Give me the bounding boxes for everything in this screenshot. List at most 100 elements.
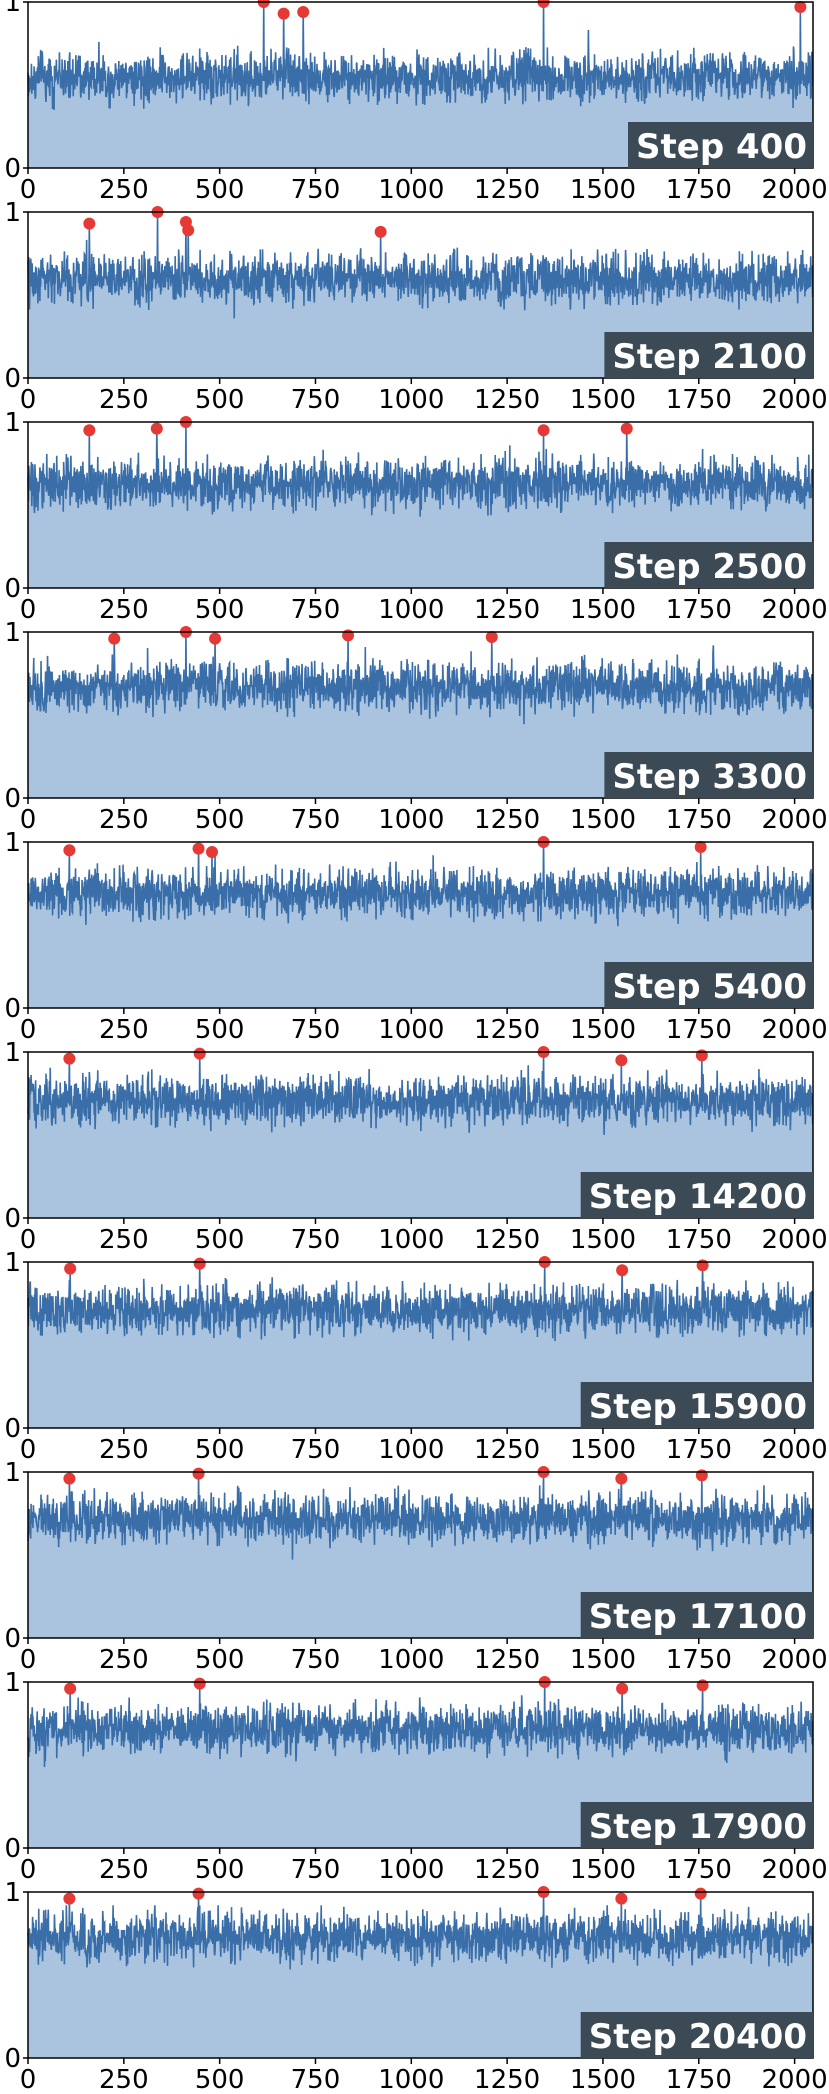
x-tick-label: 1000 [378,2065,444,2094]
peak-marker [616,1264,629,1277]
x-tick-label: 2000 [762,595,828,625]
peak-marker [696,1259,709,1272]
x-tick-label: 500 [195,175,245,205]
x-tick-label: 2000 [762,2065,828,2094]
series-line [27,841,814,927]
series-line [27,211,814,319]
plot-frame [27,421,814,589]
x-tick-label: 1000 [378,1645,444,1675]
x-tick-label: 1250 [474,1855,540,1885]
x-tick-label: 1750 [666,1225,732,1255]
x-tick-label: 750 [291,1645,341,1675]
x-tick-label: 750 [291,2065,341,2094]
series-line [27,1471,814,1560]
x-tick-label: 0 [20,175,37,205]
x-tick-label: 0 [20,595,37,625]
x-tick-label: 500 [195,1015,245,1045]
x-tick-label: 1500 [570,1225,636,1255]
x-tick-label: 2000 [762,175,828,205]
series-line [27,1261,814,1342]
x-tick-label: 250 [99,175,149,205]
step-label: Step 5400 [612,967,807,1007]
x-tick-label: 2000 [762,1855,828,1885]
x-tick-label: 0 [20,385,37,415]
chart-panel-7: 0 1 0 250 500 750 1000 1250 1500 1750 2000 Step 159… [4,1248,827,1465]
peak-marker [342,629,355,642]
peak-marker [694,840,707,853]
series-line [27,1,814,111]
x-tick-label: 2000 [762,1645,828,1675]
peak-marker [193,1677,206,1690]
x-tick-label: 750 [291,1855,341,1885]
x-tick-label: 1000 [378,1855,444,1885]
x-tick-label: 1500 [570,1015,636,1045]
chart-panel-9: 0 1 0 250 500 750 1000 1250 1500 1750 2000 Step 179… [4,1668,827,1885]
x-tick-label: 250 [99,2065,149,2094]
peak-marker [192,1467,205,1480]
peak-marker [63,844,76,857]
x-tick-label: 1250 [474,2065,540,2094]
x-tick-label: 0 [20,1855,37,1885]
x-tick-label: 500 [195,2065,245,2094]
peak-marker [485,630,498,643]
step-label: Step 2100 [612,337,807,377]
peak-marker [615,1054,628,1067]
y-tick-label: 0 [4,1624,21,1654]
peak-marker [192,1887,205,1900]
peak-marker [257,0,270,8]
x-tick-label: 1250 [474,1645,540,1675]
x-tick-label: 250 [99,1435,149,1465]
peak-marker [695,1469,708,1482]
y-tick-label: 1 [4,618,21,648]
y-tick-label: 0 [4,994,21,1024]
y-tick-label: 1 [4,828,21,858]
x-tick-label: 1250 [474,805,540,835]
step-label: Step 20400 [589,2017,807,2057]
chart-panel-5: 0 1 0 250 500 750 1000 1250 1500 1750 2000 Step 540… [4,828,827,1045]
y-tick-label: 0 [4,1834,21,1864]
peak-marker [297,5,310,18]
y-tick-label: 1 [4,1038,21,1068]
x-tick-label: 500 [195,805,245,835]
x-tick-label: 1000 [378,175,444,205]
step-label-badge: Step 15900 [580,1382,813,1428]
x-tick-label: 750 [291,1015,341,1045]
peak-marker [64,1682,77,1695]
x-tick-label: 1750 [666,2065,732,2094]
step-label: Step 2500 [612,547,807,587]
x-tick-label: 1750 [666,175,732,205]
x-tick-label: 750 [291,1225,341,1255]
x-tick-label: 1500 [570,595,636,625]
x-tick-label: 1500 [570,175,636,205]
x-tick-label: 1750 [666,1855,732,1885]
x-tick-label: 750 [291,1435,341,1465]
x-tick-label: 0 [20,1015,37,1045]
chart-panel-3: 0 1 0 250 500 750 1000 1250 1500 1750 2000 Step 250… [4,408,827,625]
peak-marker [83,424,96,437]
peak-marker [83,217,96,230]
step-label: Step 3300 [612,757,807,797]
x-tick-label: 0 [20,1645,37,1675]
x-tick-label: 1000 [378,595,444,625]
x-tick-label: 500 [195,385,245,415]
peak-marker [615,1892,628,1905]
x-tick-label: 1250 [474,385,540,415]
step-label-badge: Step 3300 [604,752,813,798]
x-tick-label: 1750 [666,595,732,625]
y-tick-label: 0 [4,784,21,814]
step-label: Step 17100 [589,1597,807,1637]
step-label-badge: Step 17900 [580,1802,813,1848]
peak-marker [63,1892,76,1905]
step-label-background [580,1592,813,1638]
x-tick-label: 500 [195,1645,245,1675]
step-label-badge: Step 20400 [580,2012,813,2058]
x-tick-label: 1750 [666,1435,732,1465]
x-tick-label: 750 [291,805,341,835]
x-tick-label: 750 [291,595,341,625]
x-tick-label: 1000 [378,805,444,835]
x-tick-label: 500 [195,1435,245,1465]
plot-frame [27,1471,814,1639]
x-tick-label: 2000 [762,805,828,835]
x-tick-label: 750 [291,385,341,415]
chart-panel-2: 0 1 0 250 500 750 1000 1250 1500 1750 2000 Step 210… [4,198,827,415]
